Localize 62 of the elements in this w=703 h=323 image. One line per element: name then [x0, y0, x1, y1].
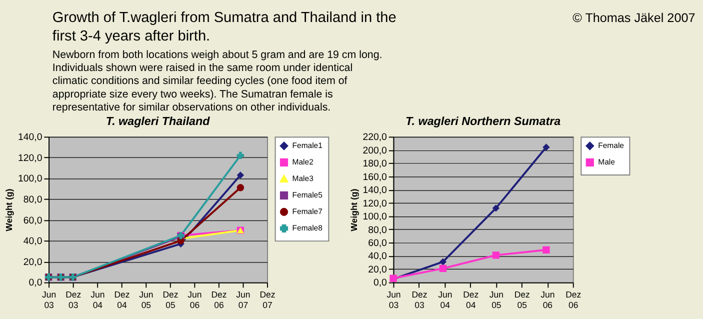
x-tick-label: Jun 07 — [236, 289, 250, 310]
y-tick-label: 40,0 — [368, 251, 388, 262]
y-tick-label: 160,0 — [362, 172, 388, 183]
y-tick-label: 100,0 — [362, 212, 388, 223]
y-tick-label: 0,0 — [373, 278, 388, 289]
text: © Thomas Jäkel 2007 — [572, 11, 696, 26]
x-tick-label: Jun 05 — [139, 289, 154, 310]
x-tick-label: Dez 07 — [260, 289, 276, 310]
x-tick-label: Dez 06 — [211, 289, 227, 310]
y-tick-label: 0,0 — [28, 278, 43, 289]
x-tick-label: Dez 03 — [66, 289, 82, 310]
x-tick-label: Jun 03 — [386, 289, 401, 310]
y-tick-label: 80,0 — [23, 194, 43, 206]
legend-label: Female8 — [292, 223, 322, 232]
legend-label: Male2 — [292, 157, 314, 166]
point — [236, 184, 244, 192]
legend-label: Male3 — [292, 174, 314, 183]
y-tick-label: 220,0 — [362, 132, 388, 144]
chart-title: T. wagleri Northern Sumatra — [406, 115, 562, 128]
x-tick-label: Dez 04 — [463, 289, 479, 310]
y-axis-title: Weight (g) — [348, 188, 359, 232]
y-axis-title: Weight (g) — [4, 188, 14, 232]
y-tick-label: 120,0 — [362, 198, 388, 210]
point — [542, 144, 550, 151]
point — [439, 264, 447, 272]
x-tick-label: Jun 04 — [438, 289, 452, 310]
x-tick-label: Dez 05 — [162, 289, 178, 310]
y-tick-label: 100,0 — [18, 174, 43, 185]
text: Newborn from both locations weigh about 5 gram and are 19 cm long. Individuals shown were raised in the same room under identical climatic conditions and similar feeding cycles (one food item of appropriate size every two weeks). The Sumatran female is representative for similar observations on other individuals. — [52, 49, 382, 114]
y-tick-label: 140,0 — [18, 132, 43, 144]
y-tick-label: 60,0 — [23, 215, 43, 226]
point — [236, 152, 244, 160]
y-tick-label: 140,0 — [362, 185, 388, 196]
point — [492, 252, 500, 259]
y-tick-label: 120,0 — [18, 152, 43, 164]
point — [542, 246, 550, 254]
x-tick-label: Dez 05 — [514, 289, 530, 310]
y-tick-label: 40,0 — [23, 236, 43, 248]
chart-title: T. wagleri Thailand — [106, 115, 211, 128]
x-tick-label: Jun 06 — [188, 289, 202, 310]
x-tick-label: Jun 04 — [90, 289, 105, 310]
legend-label: Female1 — [292, 140, 322, 150]
text: Growth of T.wagleri from Sumatra and Thailand in the first 3-4 years after birth. — [52, 10, 396, 45]
legend-label: Female5 — [292, 190, 322, 200]
y-tick-label: 20,0 — [23, 256, 43, 268]
x-tick-label: Dez 06 — [566, 289, 582, 310]
legend-label: Female7 — [292, 206, 322, 216]
legend-label: Female — [598, 140, 624, 150]
point — [236, 172, 244, 179]
y-tick-label: 200,0 — [362, 145, 388, 156]
y-tick-label: 80,0 — [368, 224, 388, 236]
x-tick-label: Dez 04 — [114, 289, 130, 310]
x-tick-label: Jun 06 — [540, 289, 555, 310]
point — [492, 204, 500, 212]
x-tick-label: Jun 05 — [489, 289, 504, 310]
x-tick-label: Jun 03 — [42, 289, 56, 310]
legend-label: Male — [598, 157, 615, 166]
y-tick-label: 20,0 — [368, 264, 388, 276]
point — [439, 258, 447, 266]
y-tick-label: 60,0 — [368, 238, 388, 250]
y-tick-label: 180,0 — [362, 158, 388, 170]
x-tick-label: Dez 03 — [412, 289, 428, 310]
